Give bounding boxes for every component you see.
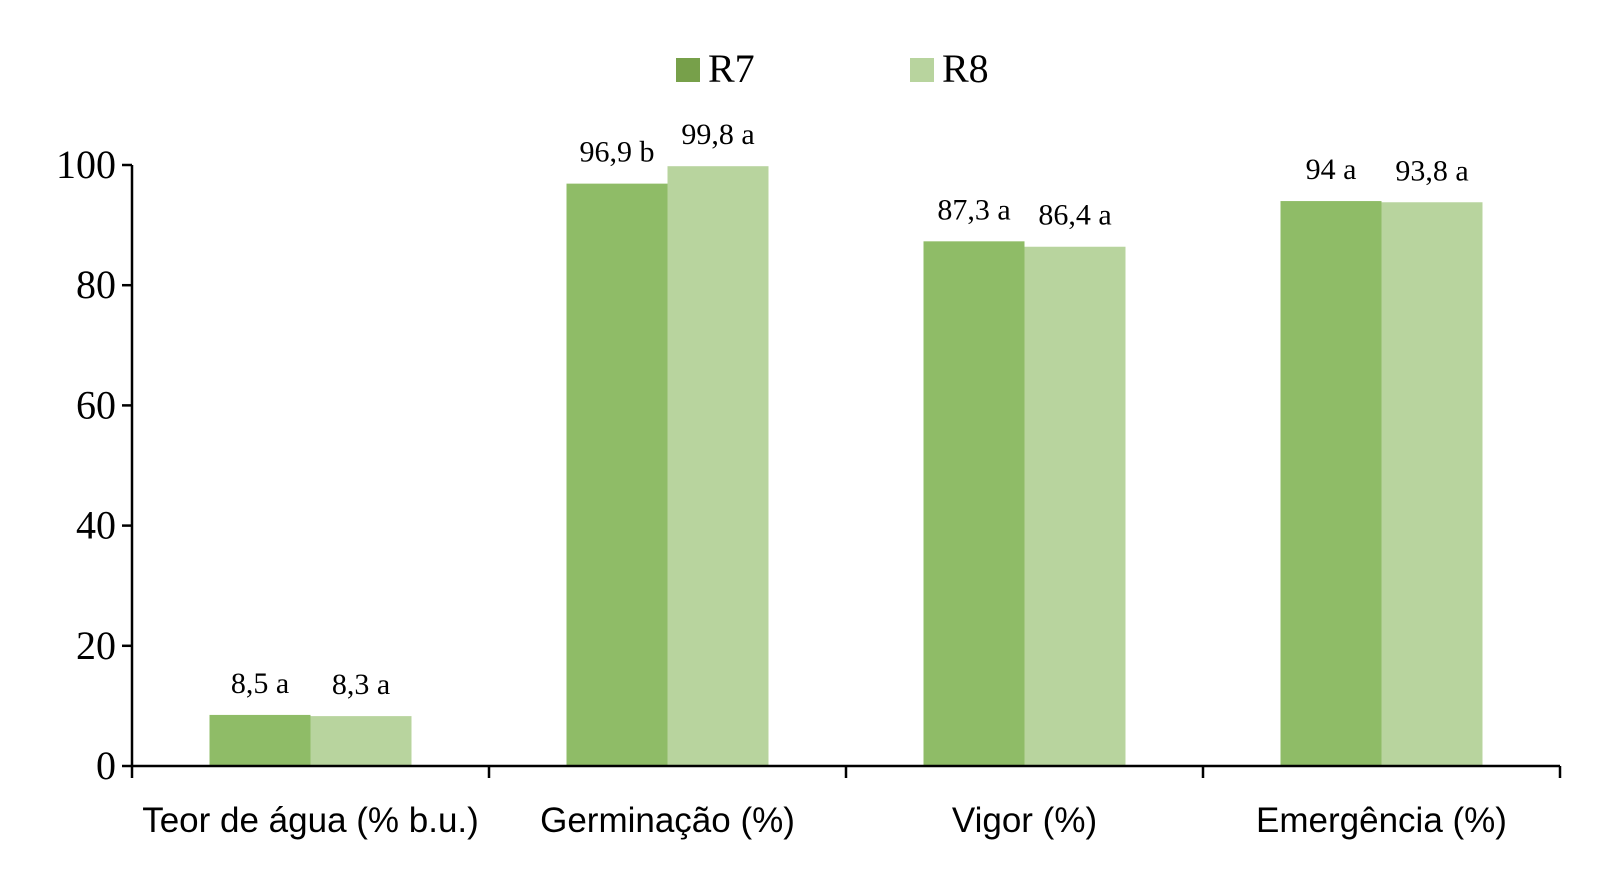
bar-r7-3 bbox=[923, 241, 1025, 766]
legend-label-r8: R8 bbox=[942, 46, 989, 91]
legend-swatch-r8 bbox=[910, 58, 934, 82]
data-label: 8,3 a bbox=[332, 668, 390, 701]
data-labels: 8,5 a 96,9 b 87,3 a 94 a 8,3 a 99,8 a 86,4 a 93… bbox=[231, 118, 1469, 701]
data-label: 93,8 a bbox=[1395, 154, 1468, 187]
bar-r8-1 bbox=[310, 716, 412, 766]
bar-r7-2 bbox=[566, 183, 668, 767]
y-tick-label: 60 bbox=[76, 382, 116, 427]
bar-r7-1 bbox=[209, 714, 311, 766]
data-label: 86,4 a bbox=[1038, 199, 1111, 232]
bar-r8-2 bbox=[667, 166, 769, 766]
data-label: 99,8 a bbox=[681, 118, 754, 151]
data-label: 94 a bbox=[1306, 153, 1357, 186]
y-tick-label: 20 bbox=[76, 623, 116, 668]
x-tick-label: Emergência (%) bbox=[1256, 801, 1507, 840]
bar-r7-4 bbox=[1280, 201, 1382, 766]
bar-r8-4 bbox=[1381, 202, 1483, 767]
y-tick-label: 80 bbox=[76, 262, 116, 307]
y-tick-label: 100 bbox=[56, 142, 116, 187]
bars bbox=[209, 166, 1483, 767]
bar-r8-3 bbox=[1024, 246, 1126, 767]
x-tick-label: Vigor (%) bbox=[952, 801, 1097, 840]
data-label: 8,5 a bbox=[231, 667, 289, 700]
legend-swatch-r7 bbox=[676, 58, 700, 82]
legend: R7 R8 bbox=[676, 46, 989, 91]
y-axis-ticks: 0 20 40 60 80 100 bbox=[56, 142, 132, 788]
x-tick-label: Germinação (%) bbox=[540, 801, 795, 840]
y-tick-label: 40 bbox=[76, 503, 116, 548]
data-label: 96,9 b bbox=[580, 136, 655, 169]
y-tick-label: 0 bbox=[96, 743, 116, 788]
legend-label-r7: R7 bbox=[708, 46, 755, 91]
data-label: 87,3 a bbox=[937, 193, 1010, 226]
x-tick-label: Teor de água (% b.u.) bbox=[142, 801, 479, 840]
x-axis-ticks: Teor de água (% b.u.) Germinação (%) Vigor… bbox=[130, 766, 1562, 840]
